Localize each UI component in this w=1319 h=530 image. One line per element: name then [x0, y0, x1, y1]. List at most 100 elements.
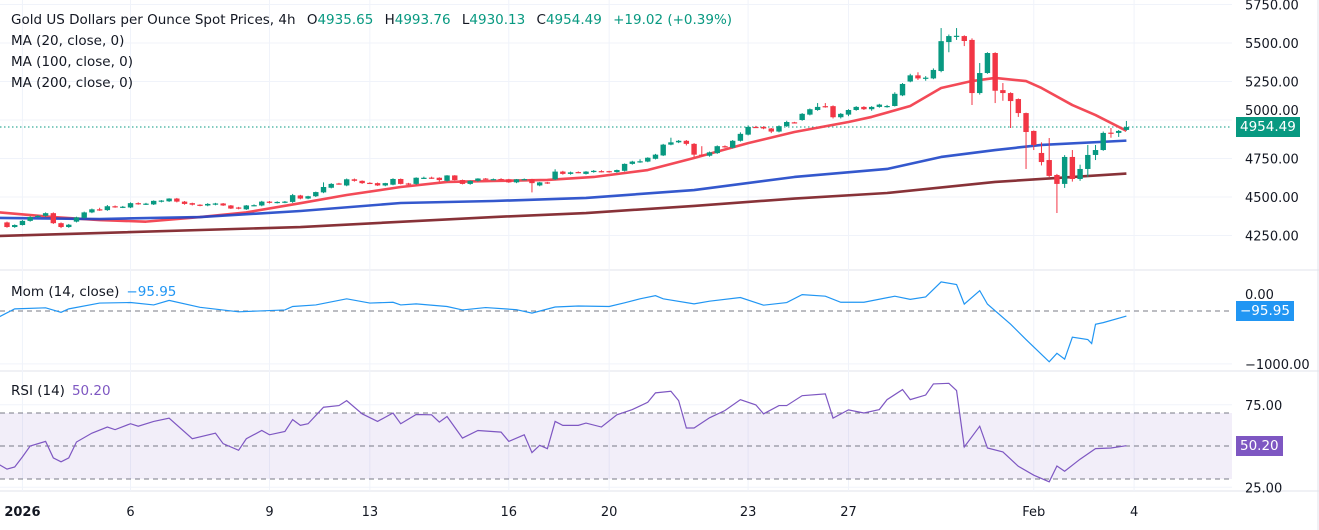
candle: [1077, 164, 1083, 181]
candle-body: [899, 83, 906, 96]
candle-body: [606, 171, 612, 173]
candle-body: [158, 200, 165, 202]
candle: [220, 203, 226, 206]
candle-body: [390, 178, 396, 185]
candle: [467, 180, 473, 185]
candle-body: [1023, 113, 1029, 133]
mom-value: −95.95: [126, 284, 177, 300]
candle-body: [58, 223, 64, 228]
candle-body: [42, 213, 49, 216]
candle: [259, 200, 265, 207]
candle: [1108, 128, 1114, 138]
candle-body: [629, 161, 636, 164]
symbol-title: Gold US Dollars per Ounce Spot Prices, 4…: [11, 12, 296, 28]
candle: [776, 125, 782, 133]
candle-body: [205, 203, 211, 206]
candle: [969, 38, 975, 106]
time-axis-label: 20: [601, 505, 618, 520]
candle: [660, 143, 666, 157]
candle: [405, 182, 412, 185]
candle: [1069, 150, 1076, 182]
high-value: 4993.76: [394, 12, 451, 28]
candle: [367, 182, 373, 185]
candle: [289, 193, 296, 203]
candle-body: [367, 182, 373, 185]
candle-body: [112, 206, 118, 208]
candle: [930, 68, 937, 80]
candle-body: [96, 209, 103, 211]
candle: [637, 159, 643, 163]
candle-body: [969, 39, 975, 94]
candle-body: [150, 200, 157, 205]
ma20-legend[interactable]: MA (20, close, 0): [11, 33, 125, 49]
candle: [444, 175, 450, 182]
candle-body: [27, 217, 33, 221]
candle-body: [421, 177, 427, 179]
candle-body: [127, 203, 134, 208]
candle-body: [89, 209, 95, 213]
candle-body: [428, 177, 435, 179]
candle: [621, 163, 628, 172]
candle-body: [791, 122, 798, 124]
candle: [706, 151, 713, 157]
candle-body: [575, 172, 581, 174]
rsi-axis-label: 75.00: [1245, 399, 1282, 414]
candle-body: [351, 179, 358, 181]
candle: [50, 212, 57, 224]
mom-legend[interactable]: Mom (14, close) −95.95: [11, 282, 176, 302]
candle: [745, 125, 751, 136]
candle-body: [359, 180, 365, 184]
candle: [150, 200, 157, 206]
candle: [938, 28, 944, 73]
candle: [351, 178, 358, 182]
candle-body: [81, 212, 87, 218]
candle-body: [343, 179, 350, 186]
candle-body: [984, 53, 991, 74]
candle-body: [274, 201, 280, 204]
candle-body: [946, 36, 952, 43]
candle: [536, 181, 543, 187]
low-value: 4930.13: [469, 12, 526, 28]
candle-body: [66, 224, 72, 228]
candle: [876, 103, 883, 108]
candle-body: [544, 182, 551, 184]
candle-body: [35, 215, 41, 218]
candle: [529, 178, 535, 193]
candle: [506, 178, 512, 183]
candle: [251, 204, 257, 207]
candle-body: [243, 205, 250, 210]
candle: [884, 104, 890, 108]
candle: [243, 205, 250, 210]
candle: [313, 191, 319, 197]
candle: [282, 201, 288, 204]
candle: [992, 52, 998, 104]
candle: [984, 52, 991, 74]
ma200-legend[interactable]: MA (200, close, 0): [11, 75, 134, 91]
candle-body: [737, 133, 744, 141]
candle-body: [266, 201, 273, 203]
candle: [81, 211, 87, 219]
candle-body: [50, 213, 57, 224]
candle-body: [614, 170, 620, 173]
candle-body: [220, 203, 226, 206]
open-label: O: [306, 12, 318, 28]
candle-body: [699, 154, 705, 156]
candle-body: [382, 183, 388, 186]
candle-body: [691, 143, 697, 155]
candle: [567, 171, 574, 175]
candle-body: [598, 171, 605, 173]
candle: [197, 204, 203, 207]
candle: [1031, 130, 1037, 151]
candle-body: [313, 192, 319, 197]
candle: [753, 125, 759, 129]
last-price-tag: 4954.49: [1236, 117, 1300, 137]
candle: [228, 205, 234, 210]
rsi-legend[interactable]: RSI (14) 50.20: [11, 381, 111, 401]
candle-body: [776, 126, 782, 132]
ma100-legend[interactable]: MA (100, close, 0): [11, 54, 134, 70]
candle-body: [475, 178, 481, 181]
candle-body: [12, 225, 18, 228]
candle: [714, 145, 720, 154]
price-axis-label: 4500.00: [1245, 191, 1299, 206]
